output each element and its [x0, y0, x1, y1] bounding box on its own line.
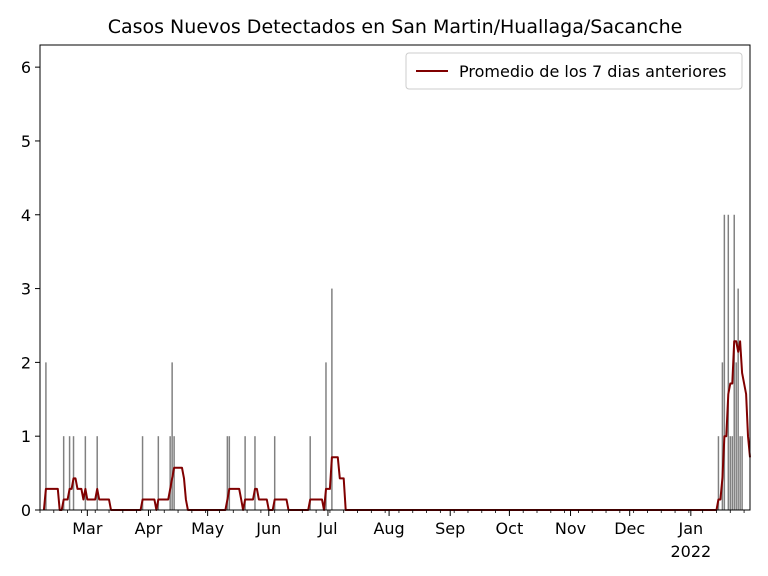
y-tick-label: 1 — [21, 427, 31, 446]
x-tick-label: Mar — [72, 519, 103, 538]
x-tick-label: Jan — [677, 519, 703, 538]
bar — [96, 436, 98, 510]
bar — [226, 436, 229, 510]
x-tick-label: Oct — [496, 519, 524, 538]
bar — [717, 436, 720, 510]
x-tick-year-label: 2022 — [670, 542, 711, 561]
bar — [729, 436, 732, 510]
y-tick-label: 4 — [21, 206, 31, 225]
bar — [735, 362, 737, 510]
bar — [723, 214, 726, 510]
bar — [721, 362, 724, 510]
x-tick-label: Nov — [555, 519, 586, 538]
y-tick-label: 2 — [21, 353, 31, 372]
legend-box — [405, 52, 743, 90]
bar — [84, 436, 87, 510]
chart-title: Casos Nuevos Detectados en San Martin/Hu… — [107, 16, 683, 38]
x-tick-label: Aug — [373, 519, 404, 538]
bar — [331, 288, 333, 510]
bar — [68, 436, 71, 510]
bar — [157, 436, 160, 510]
y-tick-label: 3 — [21, 280, 31, 299]
bar — [309, 436, 311, 510]
bar — [62, 436, 65, 510]
bar — [727, 214, 730, 510]
plot-frame — [39, 44, 751, 511]
bar — [141, 436, 144, 510]
x-tick-label: May — [191, 519, 224, 538]
bar — [739, 436, 741, 510]
bar — [741, 436, 743, 510]
x-tick-label: Jul — [317, 519, 337, 538]
average-line — [42, 340, 751, 511]
bar — [731, 436, 733, 510]
bar — [228, 436, 231, 510]
bar — [171, 362, 173, 510]
bar — [325, 362, 327, 510]
bar — [737, 288, 739, 510]
x-tick-label: Apr — [135, 519, 163, 538]
x-tick-label: Sep — [435, 519, 465, 538]
y-tick-label: 0 — [21, 501, 31, 520]
y-tick-label: 5 — [21, 132, 31, 151]
bar — [244, 436, 246, 510]
y-tick-label: 6 — [21, 58, 31, 77]
bar — [254, 436, 256, 510]
bar — [273, 436, 276, 510]
bar — [45, 362, 47, 510]
legend-label: Promedio de los 7 dias anteriores — [459, 62, 726, 81]
x-tick-label: Dec — [614, 519, 645, 538]
bar — [169, 436, 171, 510]
bar — [72, 436, 75, 510]
x-tick-label: Jun — [255, 519, 281, 538]
